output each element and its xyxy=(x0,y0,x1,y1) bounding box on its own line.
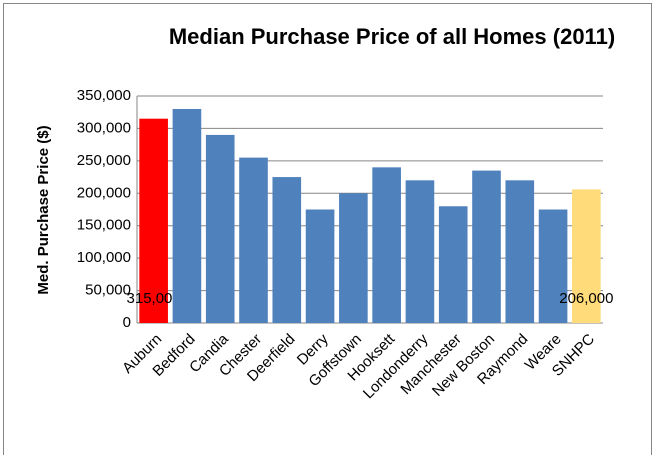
y-axis-label: Med. Purchase Price ($) xyxy=(35,125,52,294)
data-label: 206,000 xyxy=(559,290,613,307)
bar xyxy=(405,180,435,323)
y-tick-label: 250,000 xyxy=(77,152,131,169)
bar xyxy=(239,157,268,323)
bar xyxy=(505,180,535,323)
bar xyxy=(339,193,368,323)
y-tick-label: 0 xyxy=(123,314,131,331)
bar xyxy=(538,209,568,323)
bar xyxy=(305,209,335,323)
y-tick-label: 50,000 xyxy=(85,282,131,299)
y-tick-label: 350,000 xyxy=(77,87,131,104)
data-label: 315,000 xyxy=(127,290,181,307)
bar xyxy=(438,206,468,323)
y-tick-label: 150,000 xyxy=(77,217,131,234)
chart-title: Median Purchase Price of all Homes (2011… xyxy=(169,24,615,49)
y-tick-label: 300,000 xyxy=(77,119,131,136)
bar xyxy=(172,108,202,323)
bar xyxy=(572,189,601,323)
y-tick-label: 100,000 xyxy=(77,249,131,266)
bar xyxy=(372,167,401,323)
bar xyxy=(472,170,501,323)
y-tick-label: 200,000 xyxy=(77,184,131,201)
bar xyxy=(272,177,302,323)
bar xyxy=(205,134,235,323)
bar xyxy=(139,118,168,323)
